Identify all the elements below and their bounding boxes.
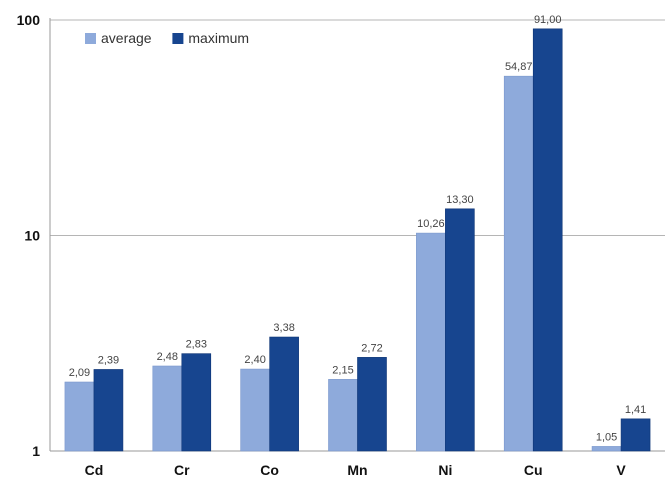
bar-maximum-Cr (181, 353, 212, 452)
bar-average-Co (240, 368, 270, 452)
bar-maximum-V (620, 418, 651, 452)
x-tick-label-Co: Co (260, 462, 279, 478)
bar-maximum-Cu (532, 28, 563, 452)
legend-swatch-maximum (172, 33, 184, 44)
data-label-average-Cu: 54,87 (505, 61, 533, 73)
data-label-maximum-Cd: 2,39 (98, 354, 119, 366)
bar-average-Ni (416, 232, 446, 452)
bar-average-Cu (503, 75, 534, 452)
bar-average-Cr (152, 365, 183, 452)
data-label-average-Ni: 10,26 (417, 218, 445, 230)
x-tick-label-Cr: Cr (174, 462, 190, 478)
legend-label-maximum: maximum (188, 30, 249, 46)
gridlines (50, 19, 665, 236)
data-label-maximum-V: 1,41 (625, 404, 646, 416)
y-tick-label: 10 (24, 228, 40, 244)
axes: 1 10 100 Cd Cr Co Mn Ni Cu V (17, 12, 665, 478)
legend-swatch-average (85, 33, 96, 44)
data-labels: 2,09 2,39 2,48 2,83 2,40 3,38 2,15 2,72 10,2613,… (69, 14, 647, 444)
x-tick-label-Ni: Ni (438, 462, 452, 478)
y-tick-label: 1 (32, 443, 40, 459)
legend-label-average: average (101, 30, 152, 46)
x-tick-label-Cu: Cu (524, 462, 543, 478)
bar-maximum-Co (269, 336, 299, 452)
bar-average-Mn (328, 379, 358, 452)
data-label-average-Cr: 2,48 (157, 351, 178, 363)
data-label-maximum-Co: 3,38 (273, 322, 294, 334)
bar-average-V (591, 446, 622, 452)
legend: average maximum (85, 30, 249, 46)
x-tick-label-V: V (616, 462, 626, 478)
data-label-average-V: 1,05 (596, 431, 617, 443)
data-label-maximum-Mn: 2,72 (361, 342, 382, 354)
data-label-maximum-Ni: 13,30 (446, 194, 474, 206)
bar-maximum-Mn (357, 357, 387, 452)
bar-maximum-Cd (93, 369, 124, 452)
y-tick-label: 100 (17, 12, 41, 28)
bar-average-Cd (64, 381, 95, 452)
data-label-average-Cd: 2,09 (69, 367, 90, 379)
bars (64, 28, 651, 452)
data-label-maximum-Cu: 91,00 (534, 14, 562, 26)
x-tick-label-Cd: Cd (85, 462, 104, 478)
data-label-average-Co: 2,40 (244, 354, 265, 366)
bar-maximum-Ni (445, 208, 475, 452)
data-label-maximum-Cr: 2,83 (186, 339, 207, 351)
data-label-average-Mn: 2,15 (332, 364, 353, 376)
x-tick-label-Mn: Mn (347, 462, 367, 478)
